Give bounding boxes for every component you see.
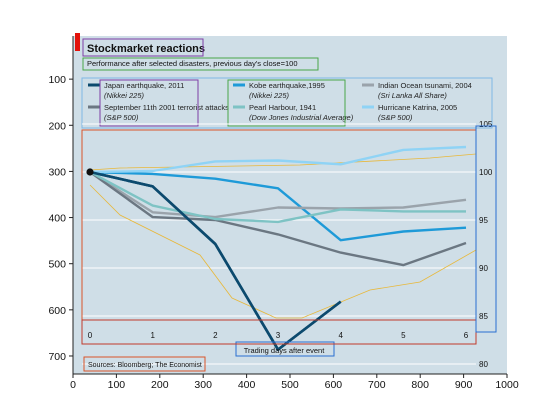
- outer-x-tick-label: 100: [108, 379, 126, 391]
- series-line-2: [89, 170, 467, 219]
- x-tick-label: 2: [213, 331, 218, 340]
- outer-x-tick-label: 1000: [495, 379, 519, 391]
- legend: Japan earthquake, 2011(Nikkei 225)Kobe e…: [81, 77, 493, 129]
- legend-highlight-green: [227, 79, 346, 127]
- y-tick-label: 85: [479, 312, 488, 321]
- outer-x-tick-label: 0: [70, 379, 76, 391]
- subtitle-box: [82, 57, 319, 71]
- outer-y-tick-label: 300: [48, 166, 66, 178]
- outer-x-tick-label: 900: [455, 379, 473, 391]
- outer-x-tick-label: 400: [238, 379, 256, 391]
- legend-label: Pearl Harbour, 1941: [249, 103, 316, 112]
- series-line-4: [89, 170, 466, 224]
- brand-accent: [75, 33, 80, 51]
- x-tick-label: 1: [150, 331, 155, 340]
- x-label-box: [235, 341, 335, 357]
- x-tick-label: 4: [338, 331, 343, 340]
- y-tick-label: 95: [479, 216, 488, 225]
- series-line-3: [89, 171, 467, 267]
- x-tick-label: 6: [464, 331, 469, 340]
- decorative-yellow-lower: [89, 184, 477, 319]
- outer-y-tick-label: 100: [48, 74, 66, 86]
- legend-highlight-purple: [99, 79, 199, 127]
- legend-box: [81, 77, 493, 129]
- series-line-1: [89, 170, 467, 242]
- outer-x-tick-label: 600: [325, 379, 343, 391]
- outer-y-tick-label: 200: [48, 120, 66, 132]
- y-tick-label: 80: [479, 360, 488, 369]
- y-ticks-box: [475, 125, 497, 333]
- legend-index: (Dow Jones Industrial Average): [249, 113, 354, 122]
- legend-index: (S&P 500): [378, 113, 413, 122]
- legend-label: Kobe earthquake,1995: [249, 81, 325, 90]
- outer-x-tick-label: 200: [151, 379, 169, 391]
- outer-x-tick-label: 500: [281, 379, 299, 391]
- legend-index: (Nikkei 225): [249, 91, 290, 100]
- series-line-5: [89, 145, 467, 174]
- x-tick-label: 5: [401, 331, 406, 340]
- legend-index: (Sri Lanka All Share): [378, 91, 447, 100]
- legend-index: (S&P 500): [104, 113, 139, 122]
- y-tick-labels: 80 85 90 95 100 105: [479, 120, 493, 369]
- outer-y-tick-label: 600: [48, 305, 66, 317]
- legend-label: Indian Ocean tsunami, 2004: [378, 81, 472, 90]
- series-layer: [89, 145, 467, 351]
- x-tick-labels: 0 1 2 3 4 5 6: [88, 331, 469, 340]
- legend-label: September 11th 2001 terrorist attacks: [104, 103, 229, 112]
- outer-y-tick-label: 500: [48, 259, 66, 271]
- x-tick-label: 0: [88, 331, 93, 340]
- chart-title: Stockmarket reactions: [87, 43, 205, 55]
- legend-index: (Nikkei 225): [104, 91, 145, 100]
- y-tick-label: 100: [479, 168, 493, 177]
- source-note: Sources: Bloomberg; The Economist: [88, 362, 202, 369]
- legend-label: Japan earthquake, 2011: [104, 81, 184, 90]
- series-line-japan-top: [89, 170, 342, 351]
- outer-x-tick-label: 700: [368, 379, 386, 391]
- outer-axis-ticks: 0 100 200 300 400 500 600 700 800 900 100010020030…: [48, 74, 518, 391]
- x-axis-label: Trading days after event: [244, 346, 326, 355]
- source-box: [83, 356, 206, 372]
- outer-x-tick-label: 800: [411, 379, 429, 391]
- outer-x-tick-label: 300: [194, 379, 212, 391]
- legend-label: Hurricane Katrina, 2005: [378, 103, 457, 112]
- outer-y-tick-label: 700: [48, 351, 66, 363]
- chart-subtitle: Performance after selected disasters, pr…: [87, 59, 298, 68]
- x-tick-label: 3: [276, 331, 281, 340]
- title-box: [82, 38, 204, 57]
- start-marker: [86, 168, 94, 176]
- y-tick-label: 105: [479, 120, 493, 129]
- outer-y-tick-label: 400: [48, 213, 66, 225]
- y-tick-label: 90: [479, 264, 488, 273]
- decorative-yellow-upper: [89, 153, 477, 171]
